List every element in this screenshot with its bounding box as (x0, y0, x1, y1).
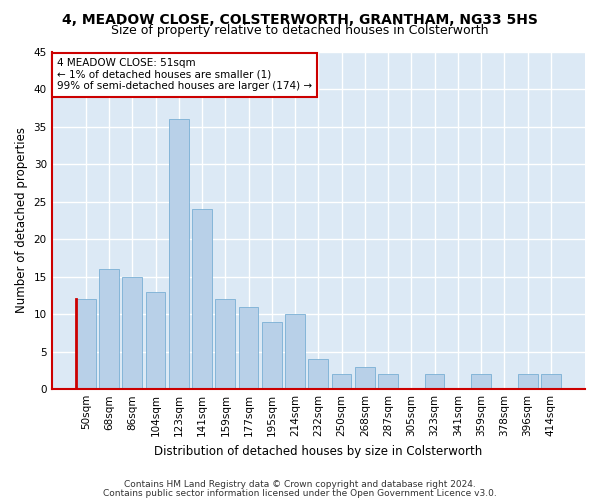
Text: 4 MEADOW CLOSE: 51sqm
← 1% of detached houses are smaller (1)
99% of semi-detach: 4 MEADOW CLOSE: 51sqm ← 1% of detached h… (57, 58, 312, 92)
Bar (308, 359, 328, 389)
Bar (285, 314, 305, 389)
Text: Contains HM Land Registry data © Crown copyright and database right 2024.: Contains HM Land Registry data © Crown c… (124, 480, 476, 489)
Bar (378, 374, 398, 389)
Text: Contains public sector information licensed under the Open Government Licence v3: Contains public sector information licen… (103, 488, 497, 498)
Bar (146, 292, 166, 389)
X-axis label: Distribution of detached houses by size in Colsterworth: Distribution of detached houses by size … (154, 444, 482, 458)
Text: 4, MEADOW CLOSE, COLSTERWORTH, GRANTHAM, NG33 5HS: 4, MEADOW CLOSE, COLSTERWORTH, GRANTHAM,… (62, 12, 538, 26)
Bar (262, 322, 282, 389)
Bar (355, 366, 375, 389)
Bar (425, 374, 445, 389)
Bar (541, 374, 561, 389)
Bar (76, 299, 95, 389)
Bar (471, 374, 491, 389)
Bar (518, 374, 538, 389)
Bar (332, 374, 352, 389)
Bar (192, 209, 212, 389)
Bar (99, 269, 119, 389)
Bar (122, 276, 142, 389)
Bar (239, 306, 259, 389)
Bar (169, 119, 188, 389)
Bar (215, 299, 235, 389)
Y-axis label: Number of detached properties: Number of detached properties (15, 128, 28, 314)
Text: Size of property relative to detached houses in Colsterworth: Size of property relative to detached ho… (111, 24, 489, 37)
